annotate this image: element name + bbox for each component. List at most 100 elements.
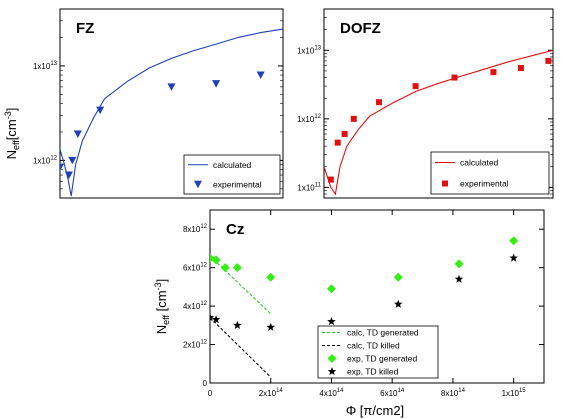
data-point — [96, 106, 105, 115]
y-tick-label: 1x1012 — [297, 114, 322, 124]
x-tick-label-base: 6x10 — [380, 389, 398, 398]
data-point — [454, 274, 464, 283]
legend-label: exp, TD generated — [347, 354, 418, 364]
x-tick-label-base: 1x10 — [502, 389, 520, 398]
legend-label: experimental — [460, 179, 509, 189]
x-tick-label-sup: 14 — [458, 388, 465, 394]
legend: calculated experimental — [183, 154, 281, 195]
data-point — [327, 316, 336, 326]
data-point — [256, 71, 265, 80]
legend-box — [430, 151, 550, 195]
data-point — [412, 83, 419, 90]
y-label-unit-close: ] — [154, 279, 169, 283]
x-tick-label-base: 2x10 — [259, 389, 277, 398]
y-tick-label: 8x1012 — [183, 224, 208, 234]
plot-frame — [209, 209, 545, 384]
legend: calc, TD generated calc, TD killed exp, TD… — [317, 325, 439, 379]
data-point — [167, 83, 176, 91]
x-tick-label: 0 — [208, 389, 213, 398]
y-tick-label-sup: 12 — [200, 224, 207, 230]
y-tick-label: 6x1012 — [183, 263, 208, 273]
data-point — [375, 99, 382, 106]
data-point — [326, 284, 336, 294]
x-tick-label: 2x1014 — [259, 388, 284, 398]
data-point — [327, 354, 337, 363]
data-point — [341, 131, 348, 138]
data-point — [266, 272, 276, 282]
series-line — [210, 317, 272, 378]
y-tick-label-sup: 12 — [200, 301, 207, 307]
panel-title: FZ — [76, 20, 94, 37]
data-point — [233, 320, 242, 329]
y-tick-label-base: 0 — [203, 379, 208, 388]
y-tick-label-base: 8x10 — [183, 225, 201, 234]
legend-box — [183, 154, 281, 195]
data-point — [327, 367, 337, 376]
legend-label: exp, TD killed — [347, 367, 399, 377]
y-tick-label-base: 1x10 — [297, 115, 315, 124]
x-tick-label-base: 0 — [208, 389, 213, 398]
data-point — [490, 69, 497, 76]
x-tick-label-base: 4x10 — [319, 389, 337, 398]
y-label-unit: [cm — [4, 119, 19, 140]
panel-dofz: 1x10111x10121x1013DOFZcalculatedexperime… — [297, 8, 554, 199]
y-tick-label-sup: 12 — [50, 155, 57, 161]
data-point — [545, 57, 552, 64]
data-point — [210, 253, 215, 263]
plot-frame — [323, 8, 554, 199]
y-tick-label: 0 — [203, 379, 208, 388]
y-label-symbol: N — [4, 150, 19, 159]
legend-label: calc, TD killed — [347, 341, 400, 351]
y-tick-label: 4x1012 — [183, 301, 208, 311]
data-point — [266, 322, 276, 331]
data-point — [211, 315, 221, 324]
y-tick-label-sup: 12 — [314, 114, 321, 120]
plot-area — [324, 49, 553, 196]
y-tick-label-base: 4x10 — [183, 302, 201, 311]
legend-box — [317, 325, 439, 379]
y-tick-label-base: 6x10 — [183, 264, 201, 273]
y-tick-label-sup: 11 — [315, 182, 322, 188]
series-line — [324, 49, 553, 196]
y-tick-label-base: 1x10 — [33, 62, 51, 71]
y-label-unit-sup: -3 — [3, 111, 13, 119]
y-tick-label: 1x1013 — [33, 61, 58, 71]
plot-area — [60, 28, 283, 197]
legend-label: calculated — [460, 158, 499, 168]
data-point — [73, 130, 82, 139]
x-axis-label: Φ [π/cm2] — [346, 403, 404, 418]
y-label-subscript: eff — [11, 140, 21, 150]
y-label-unit: [cm — [154, 290, 169, 315]
data-point — [454, 259, 464, 269]
legend: calculated experimental — [430, 151, 550, 195]
x-tick-label-base: 8x10 — [441, 389, 459, 398]
legend-label: calc, TD generated — [347, 328, 419, 338]
legend-label: experimental — [213, 179, 262, 189]
y-tick-label-base: 2x10 — [183, 341, 201, 350]
y-label-unit-close: ] — [4, 108, 19, 112]
legend-label: calculated — [213, 160, 252, 170]
x-tick-label: 4x1014 — [319, 388, 344, 398]
x-tick-label-sup: 14 — [276, 388, 283, 394]
data-point — [232, 263, 242, 273]
data-point — [451, 74, 458, 81]
data-point — [210, 313, 215, 322]
data-point — [393, 299, 403, 308]
y-tick-label-base: 1x10 — [297, 183, 315, 192]
y-tick-label: 1x1012 — [33, 155, 58, 165]
data-point — [350, 115, 357, 122]
data-point — [509, 253, 518, 262]
y-axis-label: Neff[cm-3] — [3, 108, 21, 160]
panel-title: DOFZ — [340, 20, 381, 37]
data-point — [194, 180, 202, 189]
y-tick-label: 2x1012 — [183, 340, 208, 350]
data-point — [393, 272, 403, 282]
y-tick-label-sup: 13 — [314, 45, 321, 51]
data-point — [509, 236, 519, 246]
data-point — [211, 255, 221, 265]
y-axis-label: Neff [cm-3] — [153, 279, 171, 334]
y-tick-label-sup: 12 — [200, 340, 207, 346]
y-tick-label-base: 1x10 — [33, 156, 51, 165]
